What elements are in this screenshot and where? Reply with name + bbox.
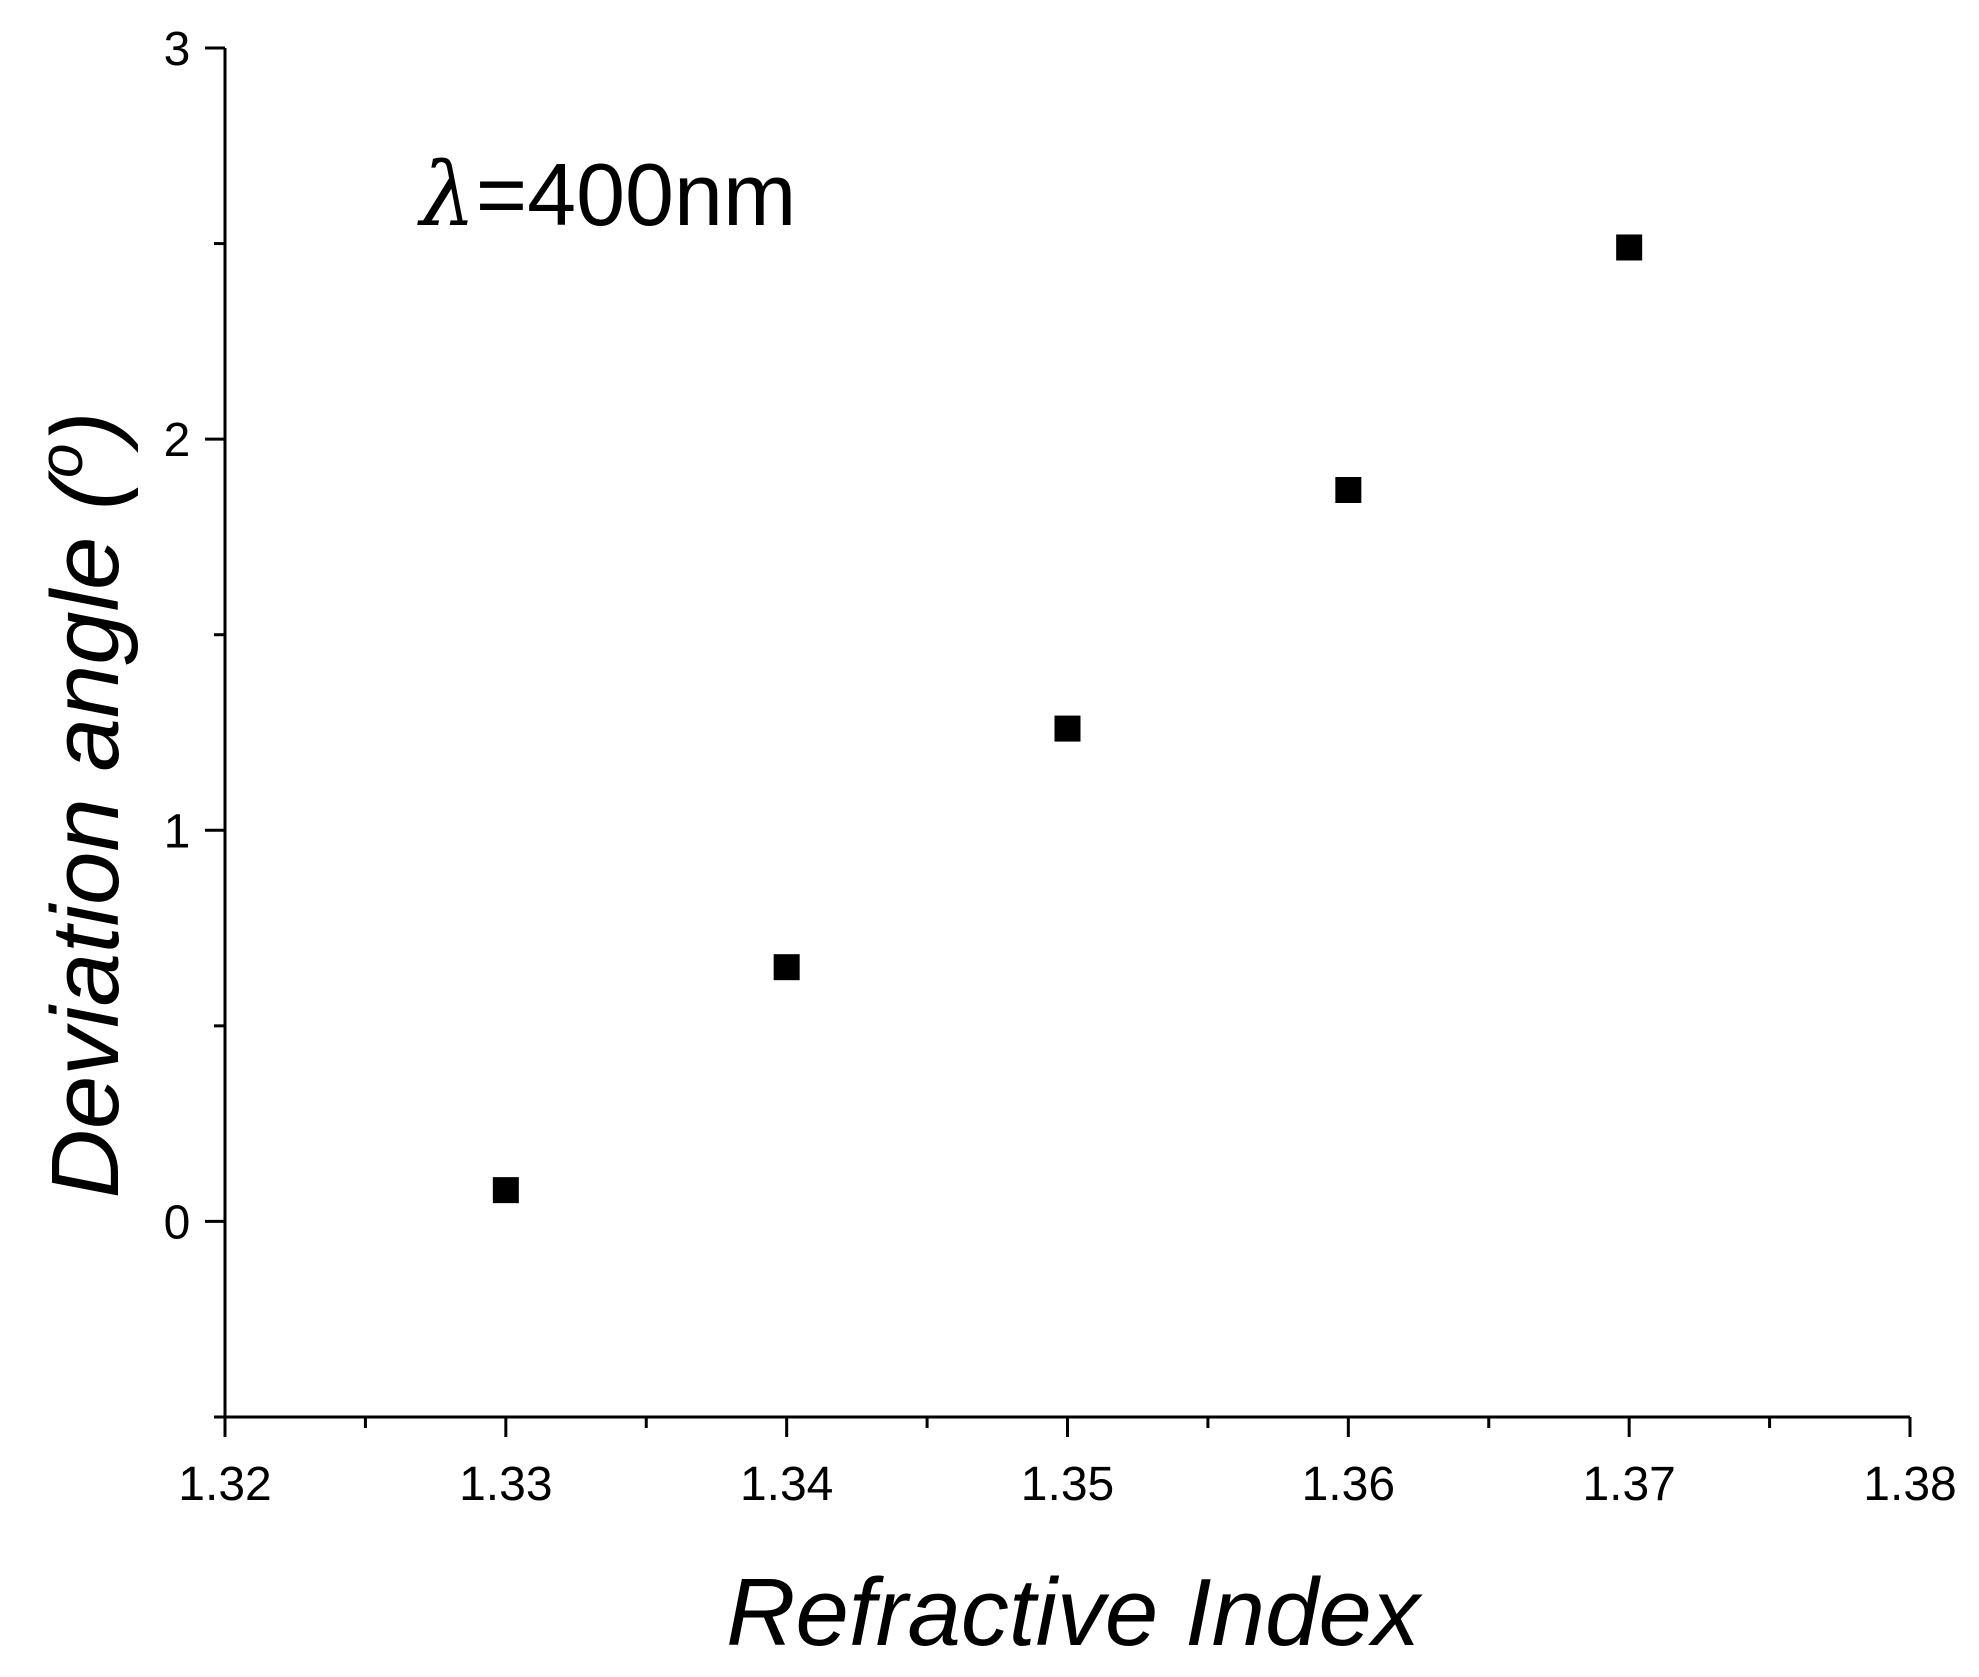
- y-axis-ticks: 0 1 2 3: [164, 23, 225, 1419]
- x-tick-label: 1.37: [1582, 1458, 1675, 1511]
- y-axis-title: Deviation angle (o): [27, 412, 139, 1199]
- y-tick-label: 1: [164, 805, 191, 858]
- x-tick-label: 1.33: [459, 1458, 552, 1511]
- data-point: [1335, 476, 1362, 503]
- y-tick-label: 2: [164, 414, 191, 467]
- x-axis-title: Refractive Index: [726, 1559, 1423, 1666]
- wavelength-annotation: λ=400nm: [417, 143, 796, 246]
- x-tick-label: 1.32: [178, 1458, 271, 1511]
- data-point: [1054, 715, 1081, 742]
- x-tick-label: 1.35: [1021, 1458, 1114, 1511]
- data-points: [492, 234, 1643, 1204]
- x-axis-ticks: 1.32 1.33 1.34 1.35 1.36 1.37 1.38: [178, 1417, 1957, 1511]
- annotation-value: =400nm: [476, 145, 796, 244]
- lambda-symbol: λ: [417, 143, 476, 246]
- x-tick-label: 1.36: [1302, 1458, 1395, 1511]
- data-point: [492, 1177, 519, 1204]
- data-point: [773, 954, 800, 981]
- data-point: [1616, 234, 1643, 261]
- y-tick-label: 3: [164, 23, 191, 76]
- y-axis-title-degree-sup: o: [27, 444, 96, 478]
- x-tick-label: 1.34: [740, 1458, 833, 1511]
- y-axis-title-main: Deviation angle (: [32, 469, 139, 1198]
- y-tick-label: 0: [164, 1196, 191, 1249]
- x-tick-label: 1.38: [1863, 1458, 1956, 1511]
